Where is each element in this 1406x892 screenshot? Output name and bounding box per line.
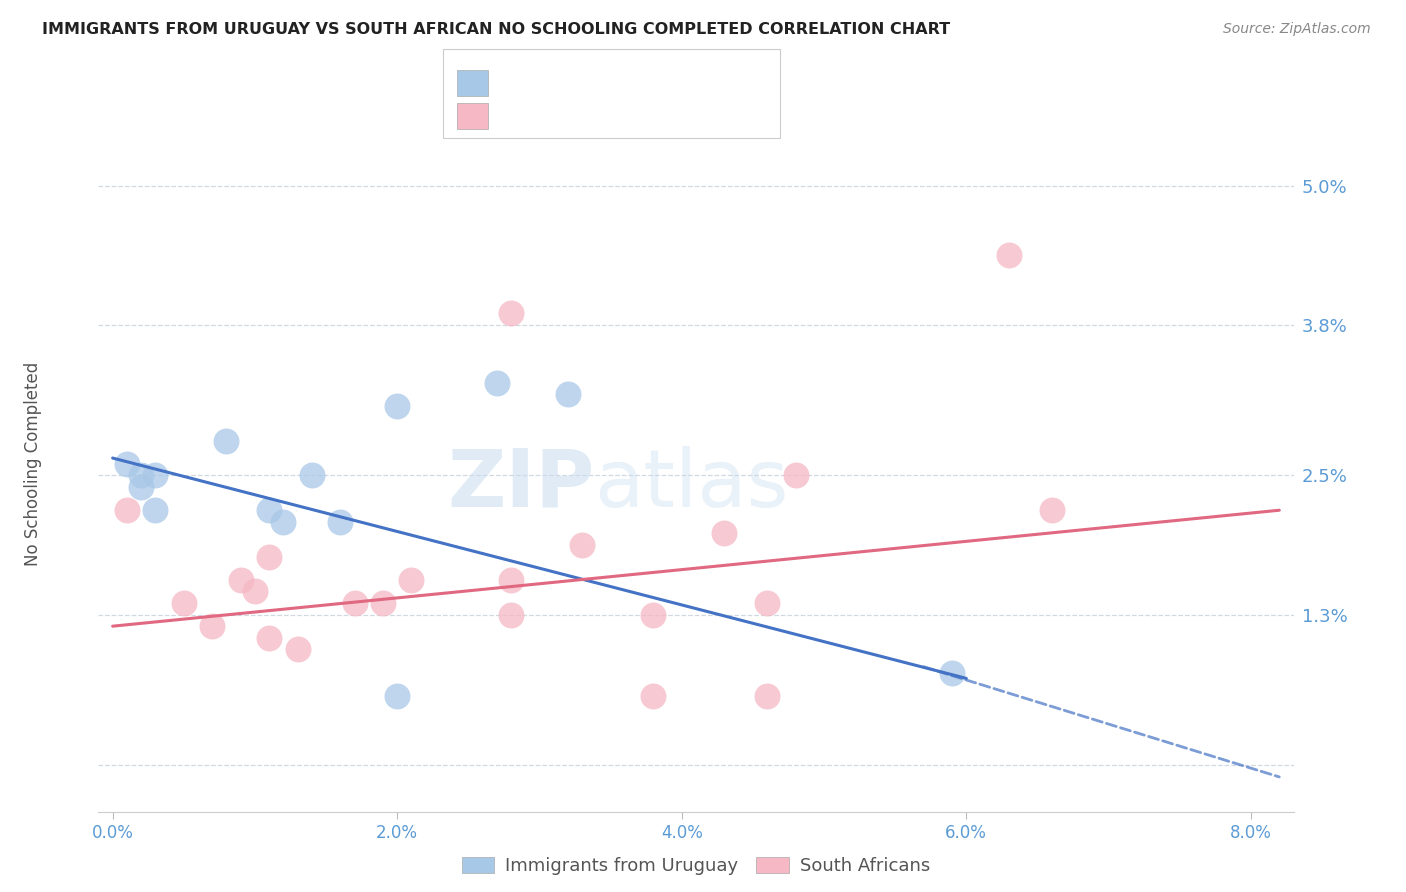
Point — [371, 596, 394, 610]
Text: R =: R = — [499, 74, 538, 92]
Point — [785, 468, 807, 483]
Point — [129, 480, 152, 494]
Text: R =: R = — [499, 107, 538, 125]
Legend: Immigrants from Uruguay, South Africans: Immigrants from Uruguay, South Africans — [454, 850, 938, 883]
Text: No Schooling Completed: No Schooling Completed — [24, 362, 42, 566]
Text: 19: 19 — [654, 107, 679, 125]
Point — [129, 468, 152, 483]
Point — [385, 399, 409, 413]
Point — [643, 607, 665, 622]
Text: N =: N = — [612, 107, 651, 125]
Text: -0.473: -0.473 — [541, 74, 606, 92]
Text: IMMIGRANTS FROM URUGUAY VS SOUTH AFRICAN NO SCHOOLING COMPLETED CORRELATION CHAR: IMMIGRANTS FROM URUGUAY VS SOUTH AFRICAN… — [42, 22, 950, 37]
Text: atlas: atlas — [595, 446, 789, 524]
Point — [215, 434, 238, 448]
Text: 14: 14 — [654, 74, 679, 92]
Point — [143, 503, 166, 517]
Point — [1040, 503, 1063, 517]
Text: ZIP: ZIP — [447, 446, 595, 524]
Point — [499, 573, 522, 587]
Point — [329, 515, 352, 529]
Point — [115, 457, 138, 471]
Point — [756, 689, 779, 703]
Point — [557, 387, 579, 401]
Point — [998, 248, 1021, 262]
Text: 0.240: 0.240 — [541, 107, 605, 125]
Point — [173, 596, 195, 610]
Point — [257, 549, 280, 564]
Point — [756, 596, 779, 610]
Point — [643, 689, 665, 703]
Point — [401, 573, 423, 587]
Point — [201, 619, 224, 633]
Point — [257, 631, 280, 645]
Point — [343, 596, 366, 610]
Text: Source: ZipAtlas.com: Source: ZipAtlas.com — [1223, 22, 1371, 37]
Point — [243, 584, 266, 599]
Point — [385, 689, 409, 703]
Point — [485, 376, 508, 390]
Text: N =: N = — [612, 74, 651, 92]
Point — [115, 503, 138, 517]
Point — [143, 468, 166, 483]
Point — [713, 526, 735, 541]
Point — [287, 642, 309, 657]
Point — [257, 503, 280, 517]
Point — [499, 607, 522, 622]
Point — [571, 538, 593, 552]
Point — [301, 468, 323, 483]
Point — [229, 573, 252, 587]
Point — [941, 665, 963, 680]
Point — [273, 515, 295, 529]
Point — [499, 306, 522, 320]
